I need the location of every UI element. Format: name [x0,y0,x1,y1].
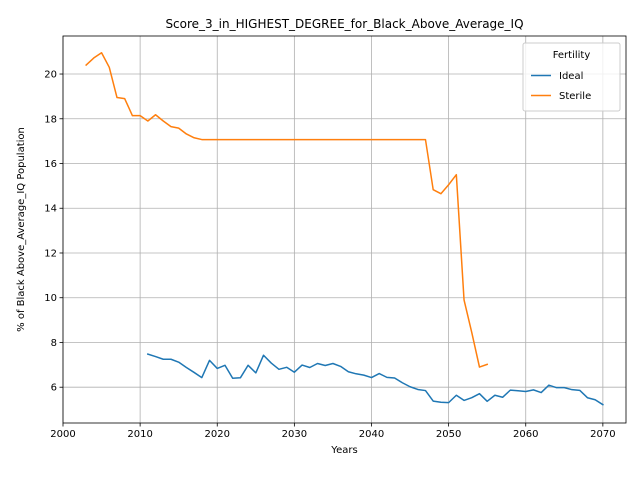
legend-title: Fertility [553,50,591,61]
x-tick-label: 2000 [50,429,75,440]
legend-label-sterile: Sterile [559,91,591,102]
x-tick-label: 2060 [513,429,538,440]
series-line-ideal [146,353,604,406]
axis-ticks: 2000 2010 2020 2030 2040 2050 2060 2070 6 8 10 12 14… [44,70,615,440]
legend-items: Ideal Sterile [531,71,591,102]
x-tick-label: 2070 [590,429,615,440]
y-axis-title: % of Black Above_Average_IQ Population [16,127,27,332]
x-tick-label: 2040 [359,429,384,440]
x-axis-title: Years [330,445,357,456]
y-tick-label: 14 [44,204,57,215]
y-tick-label: 10 [44,293,57,304]
legend-box [522,42,621,112]
y-tick-label: 12 [44,248,57,259]
y-tick-label: 8 [51,338,57,349]
x-tick-label: 2010 [127,429,152,440]
y-tick-label: 6 [51,383,57,394]
x-tick-label: 2050 [436,429,461,440]
series-line-sterile [85,52,489,368]
series-lines [85,52,604,406]
x-tick-label: 2030 [282,429,307,440]
y-tick-label: 16 [44,159,57,170]
legend: Fertility Ideal Sterile [522,42,621,112]
chart-title: Score_3_in_HIGHEST_DEGREE_for_Black_Abov… [165,17,523,31]
y-tick-label: 20 [44,70,57,81]
x-tick-label: 2020 [205,429,230,440]
legend-label-ideal: Ideal [559,71,583,82]
y-tick-label: 18 [44,114,57,125]
gridlines [62,36,626,423]
plot-frame [62,35,627,424]
